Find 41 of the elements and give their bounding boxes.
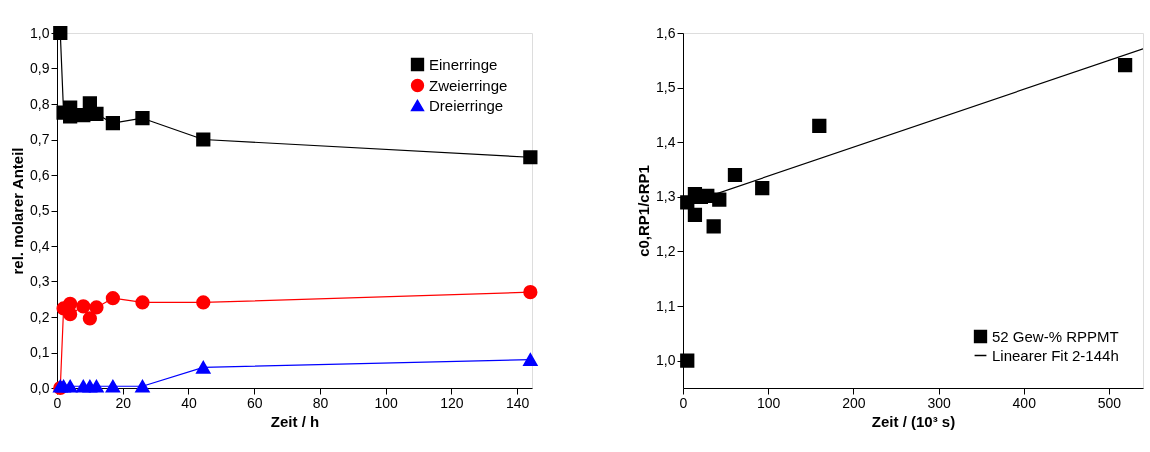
y-tick-label: 1,3	[656, 188, 676, 205]
x-tick-label: 100	[757, 394, 781, 411]
y-tick-label: 1,6	[656, 24, 676, 41]
x-axis-title: Zeit / h	[270, 412, 320, 430]
y-axis-title: rel. molarer Anteil	[9, 147, 27, 275]
x-tick-label: 20	[115, 394, 132, 411]
y-tick-label: 0,2	[30, 308, 50, 325]
x-tick-label: 200	[842, 394, 866, 411]
y-tick-label: 1,4	[656, 133, 676, 150]
x-tick-label: 0	[53, 394, 62, 411]
y-tick-label: 0,6	[30, 166, 50, 183]
y-tick-label: 0,9	[30, 60, 50, 76]
x-axis-title: Zeit / (10³ s)	[871, 412, 956, 430]
y-tick-label: 0,3	[30, 273, 50, 289]
x-tick-label: 140	[506, 394, 530, 411]
x-tick-label: 80	[312, 394, 329, 411]
legend-label: Zweierringe	[429, 76, 508, 94]
y-tick-label: 0,7	[30, 131, 50, 147]
y-tick-label: 1,1	[656, 297, 676, 314]
x-tick-label: 500	[1097, 394, 1122, 411]
x-tick-label: 300	[927, 394, 951, 411]
y-tick-label: 0,0	[30, 379, 50, 396]
y-tick-label: 0,5	[30, 202, 50, 218]
y-tick-label: 0,4	[30, 237, 50, 254]
legend-label: Einerringe	[429, 55, 498, 73]
x-tick-label: 100	[374, 394, 399, 411]
y-tick-label: 1,2	[656, 242, 676, 259]
legend-label: Dreierringe	[429, 96, 504, 114]
x-tick-label: 120	[440, 394, 464, 411]
x-tick-label: 60	[246, 394, 263, 411]
y-axis-title: c0,RP1/cRP1	[635, 165, 653, 257]
y-tick-label: 1,0	[30, 24, 50, 41]
legend-label: Linearer Fit 2-144h	[992, 346, 1119, 364]
y-tick-label: 0,1	[30, 344, 50, 360]
legend-label: 52 Gew-% RPPMT	[992, 327, 1119, 345]
y-tick-label: 1,0	[656, 352, 676, 369]
x-tick-label: 0	[679, 394, 688, 411]
x-tick-label: 40	[181, 394, 197, 411]
x-tick-label: 400	[1012, 394, 1037, 411]
y-tick-label: 1,5	[656, 79, 676, 96]
y-tick-label: 0,8	[30, 95, 50, 112]
